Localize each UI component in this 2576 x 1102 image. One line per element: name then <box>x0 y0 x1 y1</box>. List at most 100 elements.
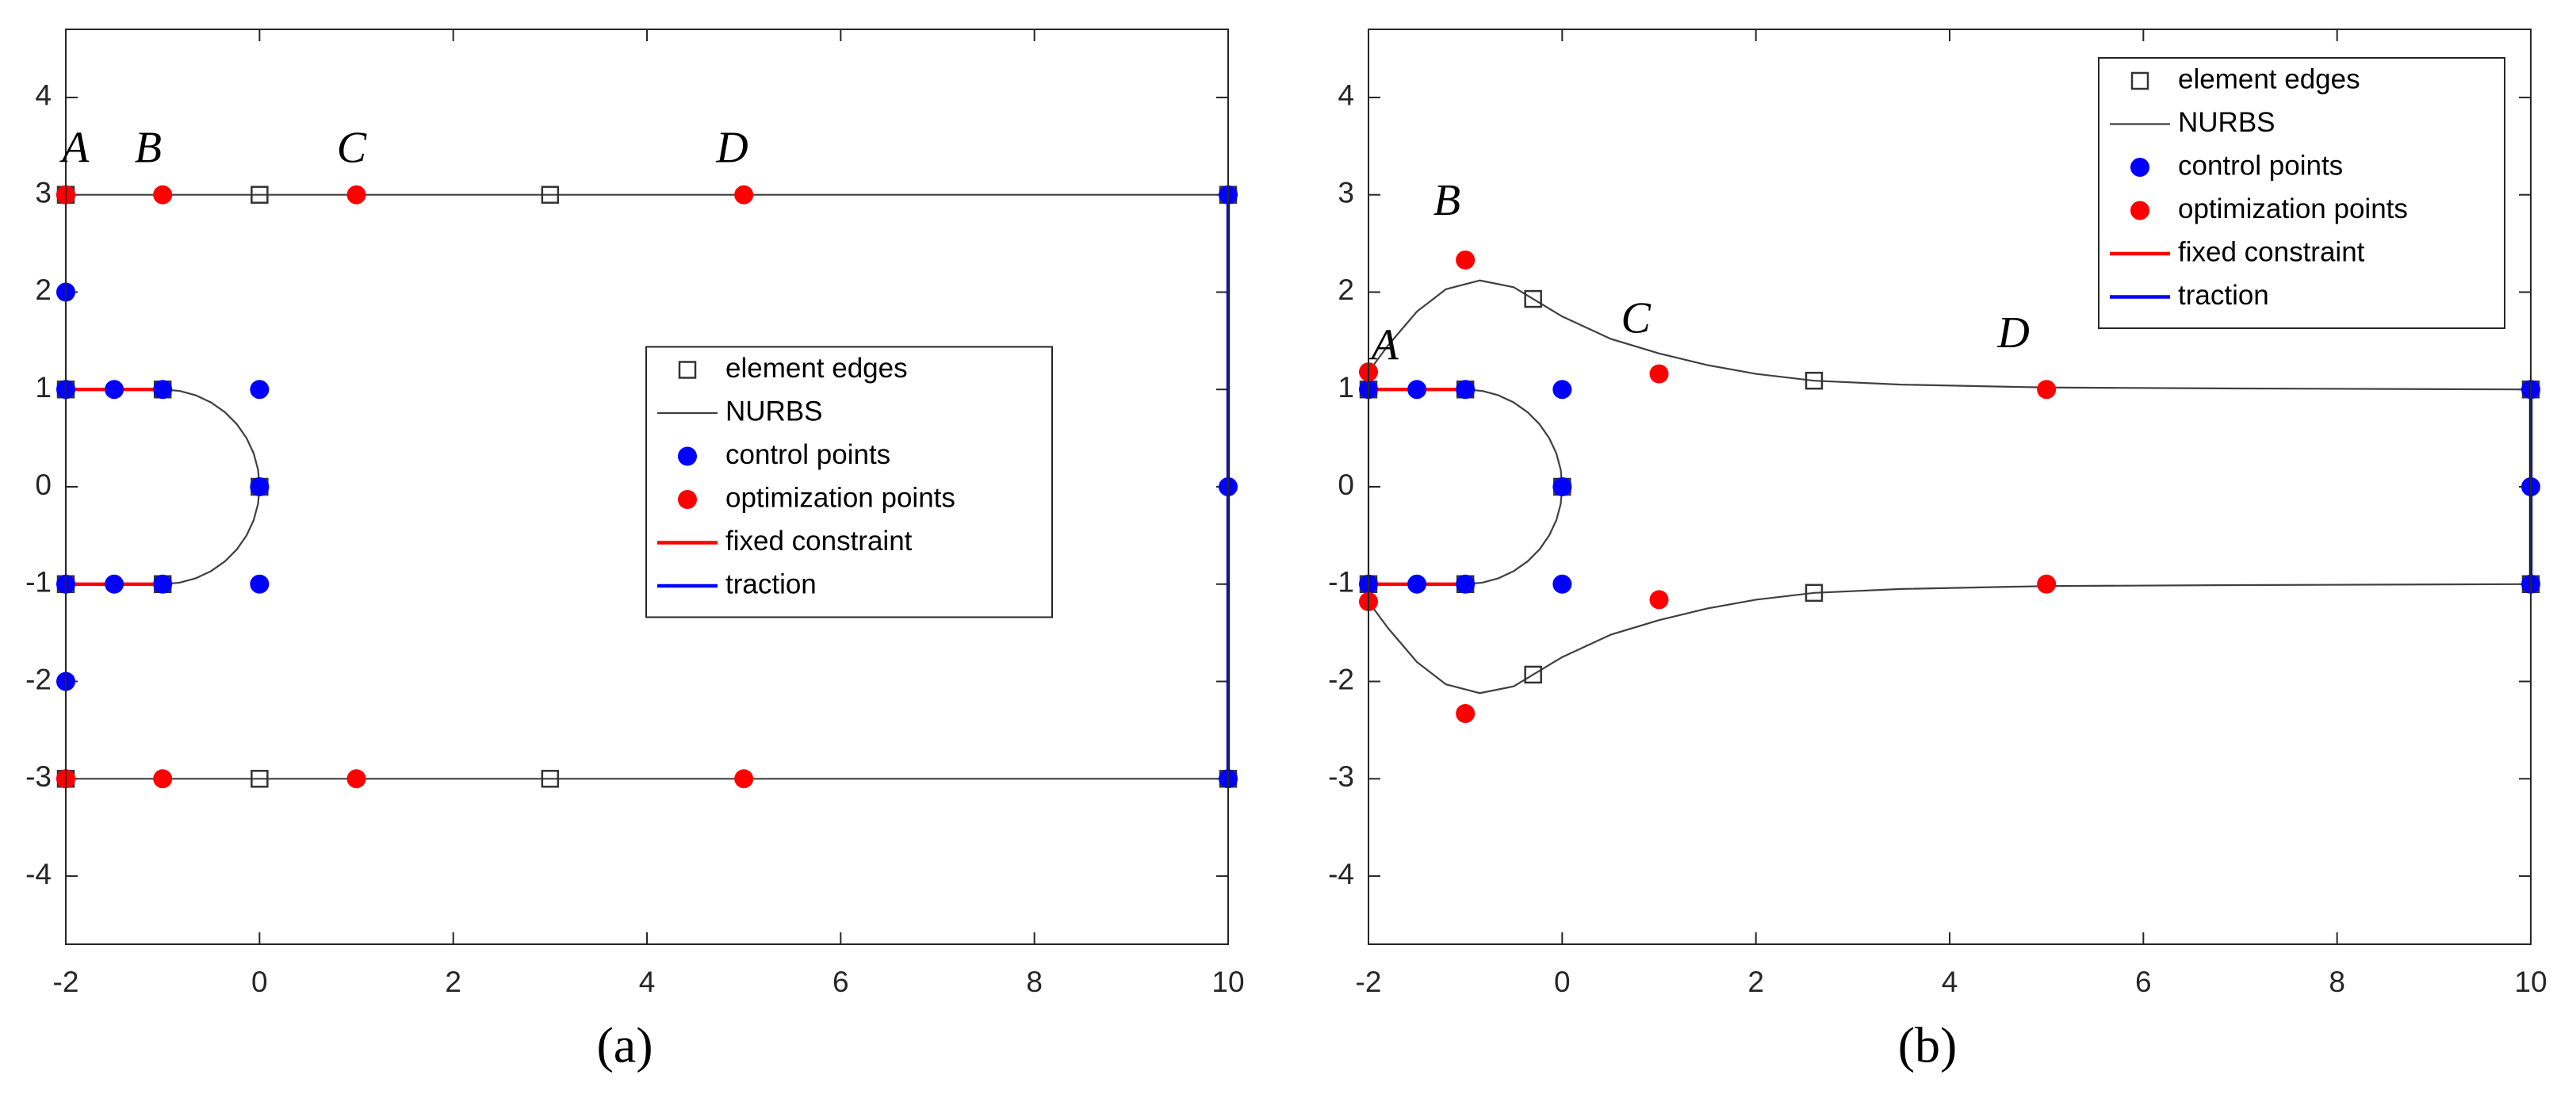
annotation: B <box>135 124 162 173</box>
element-edge-marker <box>541 186 560 204</box>
x-tick-label: -2 <box>53 966 79 998</box>
y-tick-label: 4 <box>35 79 52 112</box>
point-marker <box>250 477 270 496</box>
point-marker <box>2037 574 2057 594</box>
legend-label: control points <box>2178 150 2343 181</box>
y-tick-label: 1 <box>1338 371 1354 404</box>
element-edge-marker <box>1805 584 1824 603</box>
annotation: A <box>1368 321 1399 370</box>
x-tick-label: 0 <box>1554 966 1571 998</box>
point-marker <box>153 574 173 594</box>
point-marker <box>734 769 754 789</box>
element-edge-marker <box>251 186 269 204</box>
series-line <box>1367 279 2532 694</box>
legend: element edges NURBS control points optimiza… <box>645 346 1053 618</box>
x-tick-label: 10 <box>1211 966 1244 998</box>
point-marker <box>250 380 270 400</box>
annotation: C <box>337 124 367 173</box>
point-marker <box>346 769 366 789</box>
x-tick-label: 8 <box>1026 966 1043 998</box>
y-tick-label: -1 <box>1328 566 1354 599</box>
x-tick-label: 10 <box>2514 966 2547 998</box>
x-tick-label: 8 <box>2329 966 2345 998</box>
point-marker <box>153 769 173 789</box>
caption: (b) <box>1898 1017 1958 1073</box>
annotation: A <box>59 124 90 173</box>
legend: element edges NURBS control points optimiza… <box>2098 57 2505 329</box>
caption: (a) <box>596 1017 653 1073</box>
element-edge-marker <box>541 770 560 788</box>
legend-box <box>2098 57 2505 329</box>
legend-marker <box>2130 158 2149 177</box>
point-marker <box>1456 704 1476 724</box>
legend-label: traction <box>2178 280 2269 311</box>
point-marker <box>1407 574 1427 594</box>
point-marker <box>1552 574 1572 594</box>
point-marker <box>105 380 124 400</box>
point-marker <box>2037 380 2057 400</box>
x-tick-label: 6 <box>833 966 849 998</box>
point-marker <box>250 574 270 594</box>
legend-label: optimization points <box>2178 193 2408 224</box>
x-tick-label: -2 <box>1356 966 1382 998</box>
annotation: D <box>715 124 748 173</box>
point-marker <box>1456 574 1476 594</box>
legend-label: element edges <box>2178 63 2360 94</box>
y-tick-label: -3 <box>25 760 52 793</box>
point-marker <box>1552 477 1572 496</box>
legend-label: fixed constraint <box>2178 236 2365 267</box>
point-marker <box>153 380 173 400</box>
element-edge-marker <box>1805 371 1824 390</box>
point-marker <box>1456 250 1476 270</box>
point-marker <box>1649 590 1669 610</box>
point-marker <box>1552 380 1572 400</box>
legend-marker <box>678 490 697 509</box>
point-marker <box>153 185 173 205</box>
legend-label: optimization points <box>725 482 955 513</box>
y-tick-label: 4 <box>1338 79 1354 112</box>
legend-label: control points <box>725 439 890 470</box>
legend-marker <box>2130 201 2149 220</box>
legend-marker <box>678 446 697 466</box>
axes-box <box>65 29 1229 945</box>
y-tick-label: -4 <box>25 858 52 890</box>
y-tick-label: -2 <box>1328 663 1354 695</box>
point-marker <box>105 574 124 594</box>
legend-label: element edges <box>725 353 908 384</box>
legend-label: NURBS <box>725 396 823 427</box>
x-tick-label: 4 <box>639 966 656 998</box>
point-marker <box>734 185 754 205</box>
legend-label: traction <box>725 568 817 599</box>
y-tick-label: 2 <box>1338 274 1354 306</box>
y-tick-label: 3 <box>1338 176 1354 209</box>
x-tick-label: 2 <box>445 966 461 998</box>
y-tick-label: 1 <box>35 371 52 404</box>
point-marker <box>1456 380 1476 400</box>
axes-box <box>1368 29 2532 945</box>
point-marker <box>1649 364 1669 384</box>
y-tick-label: 0 <box>35 469 52 501</box>
element-edge-marker <box>251 770 269 788</box>
point-marker <box>346 185 366 205</box>
y-tick-label: 2 <box>35 274 52 306</box>
x-tick-label: 2 <box>1747 966 1764 998</box>
point-marker <box>1407 380 1427 400</box>
legend-label: NURBS <box>2178 107 2276 138</box>
annotation: D <box>1996 308 2029 358</box>
legend-marker <box>2130 71 2149 90</box>
element-edge-marker <box>1524 289 1542 308</box>
element-edge-marker <box>1524 665 1542 684</box>
legend-label: fixed constraint <box>725 526 913 557</box>
legend-marker <box>678 361 697 379</box>
legend-box <box>645 346 1053 618</box>
x-tick-label: 0 <box>251 966 268 998</box>
y-tick-label: -4 <box>1328 858 1354 890</box>
x-tick-label: 4 <box>1942 966 1958 998</box>
annotation: B <box>1433 176 1460 225</box>
y-tick-label: 3 <box>35 176 52 209</box>
y-tick-label: -1 <box>25 566 52 599</box>
annotation: C <box>1621 293 1652 342</box>
